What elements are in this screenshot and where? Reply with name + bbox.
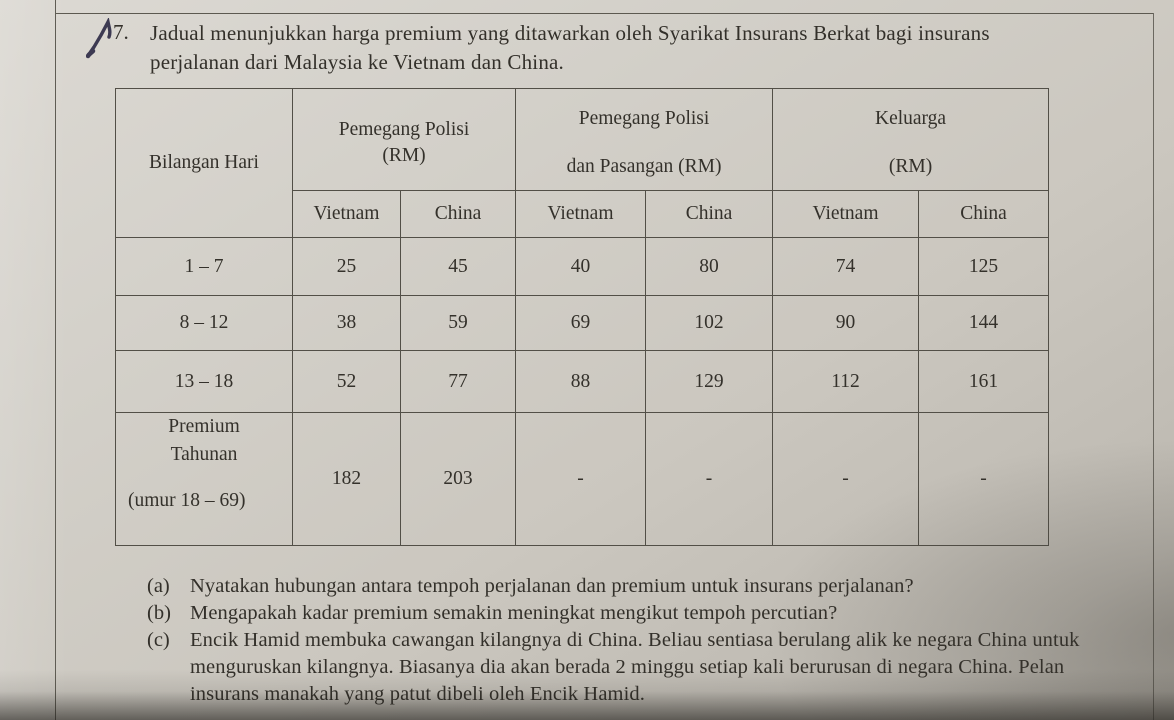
table-group-header-row: Bilangan Hari Pemegang Polisi (RM) Pemeg… [115,88,1050,238]
price-cell: 77 [399,350,517,413]
price-cell: 38 [292,295,401,351]
sub-question-text: Nyatakan hubungan antara tempoh perjalan… [190,575,914,597]
sub-question-a: (a) Nyatakan hubungan antara tempoh perj… [147,573,1132,600]
price-cell: 88 [515,350,647,413]
price-cell: 59 [399,295,517,351]
question-intro-text: Jadual menunjukkan harga premium yang di… [150,21,990,74]
price-cell: 45 [399,237,517,296]
price-cell: - [645,412,774,546]
days-range-cell: 8 – 12 [115,295,293,351]
table-row: 13 – 18 52 77 88 129 112 161 [115,350,1050,413]
price-cell: 90 [772,295,920,351]
country-header-cell: Vietnam [292,190,401,238]
question-number: 7. [113,20,129,44]
page-frame-line-top [56,13,1153,14]
annual-premium-label-line: (umur 18 – 69) [128,490,246,511]
sub-question-text: Encik Hamid membuka cawangan kilangnya d… [190,629,1080,705]
price-cell: 69 [515,295,647,351]
sub-question-text: Mengapakah kadar premium semakin meningk… [190,602,838,624]
sub-question-c: (c) Encik Hamid membuka cawangan kilangn… [147,627,1132,708]
group-header-line: Keluarga [874,108,947,129]
price-cell: 203 [399,412,517,546]
group-header-line: dan Pasangan (RM) [566,156,722,177]
days-range-cell: 1 – 7 [115,237,293,296]
sub-question-b: (b) Mengapakah kadar premium semakin men… [147,600,1132,627]
days-range-cell: 13 – 18 [115,350,293,413]
country-header-cell: Vietnam [515,190,647,238]
price-cell: 25 [292,237,401,296]
annual-premium-label-line: Premium [168,416,240,437]
group-header-line: Pemegang Polisi [578,108,710,129]
price-cell: 129 [645,350,774,413]
price-cell: - [772,412,920,546]
price-cell: 161 [918,350,1050,413]
sub-question-label: (a) [147,575,170,597]
sub-question-label: (b) [147,602,171,624]
price-cell: 52 [292,350,401,413]
group-header-line: (RM) [888,156,933,177]
group-header-policyholder-spouse: Pemegang Polisi dan Pasangan (RM) [515,88,774,191]
price-cell: 112 [772,350,920,413]
price-cell: 80 [645,237,774,296]
premium-price-table: Bilangan Hari Pemegang Polisi (RM) Pemeg… [115,88,1050,546]
price-cell: - [918,412,1050,546]
country-header-cell: China [645,190,774,238]
price-cell: - [515,412,647,546]
country-header-cell: Vietnam [772,190,920,238]
page-frame-line-right [1153,13,1154,720]
corner-header-cell: Bilangan Hari [115,88,293,238]
group-header-line: Pemegang Polisi [338,119,470,140]
table-row-annual-premium: Premium Tahunan (umur 18 – 69) 182 203 -… [115,412,1050,546]
table-row: 8 – 12 38 59 69 102 90 144 [115,295,1050,351]
annual-premium-label-line: Tahunan [170,444,238,465]
table-row: 1 – 7 25 45 40 80 74 125 [115,237,1050,296]
price-cell: 40 [515,237,647,296]
price-cell: 182 [292,412,401,546]
group-header-line: (RM) [382,145,426,166]
page-margin-line-left [55,0,56,720]
group-header-policyholder: Pemegang Polisi (RM) [291,88,517,191]
price-cell: 74 [772,237,920,296]
price-cell: 125 [918,237,1050,296]
annual-premium-label-cell: Premium Tahunan (umur 18 – 69) [115,412,293,546]
sub-questions-list: (a) Nyatakan hubungan antara tempoh perj… [147,573,1132,708]
country-header-cell: China [399,190,517,238]
group-header-family: Keluarga (RM) [772,88,1050,191]
price-cell: 144 [918,295,1050,351]
country-header-cell: China [918,190,1050,238]
price-cell: 102 [645,295,774,351]
sub-question-label: (c) [147,629,170,651]
